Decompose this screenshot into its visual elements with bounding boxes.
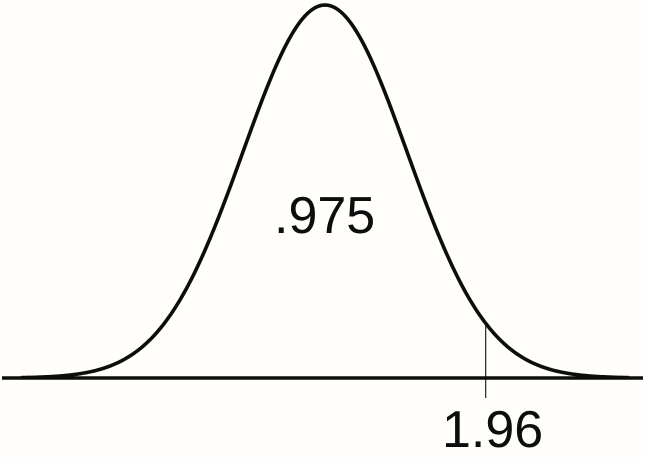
critical-value-label: 1.96 [442,401,544,459]
normal-curve [20,3,630,380]
area-probability-label: .975 [274,187,376,245]
